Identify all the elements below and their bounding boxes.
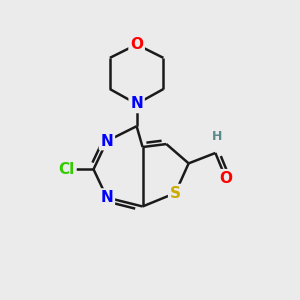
Text: O: O	[219, 171, 232, 186]
Text: N: N	[100, 134, 113, 148]
Text: Cl: Cl	[59, 162, 75, 177]
Text: N: N	[100, 190, 113, 205]
Text: H: H	[212, 130, 222, 143]
Text: S: S	[170, 186, 181, 201]
Text: N: N	[130, 96, 143, 111]
Text: O: O	[130, 37, 143, 52]
